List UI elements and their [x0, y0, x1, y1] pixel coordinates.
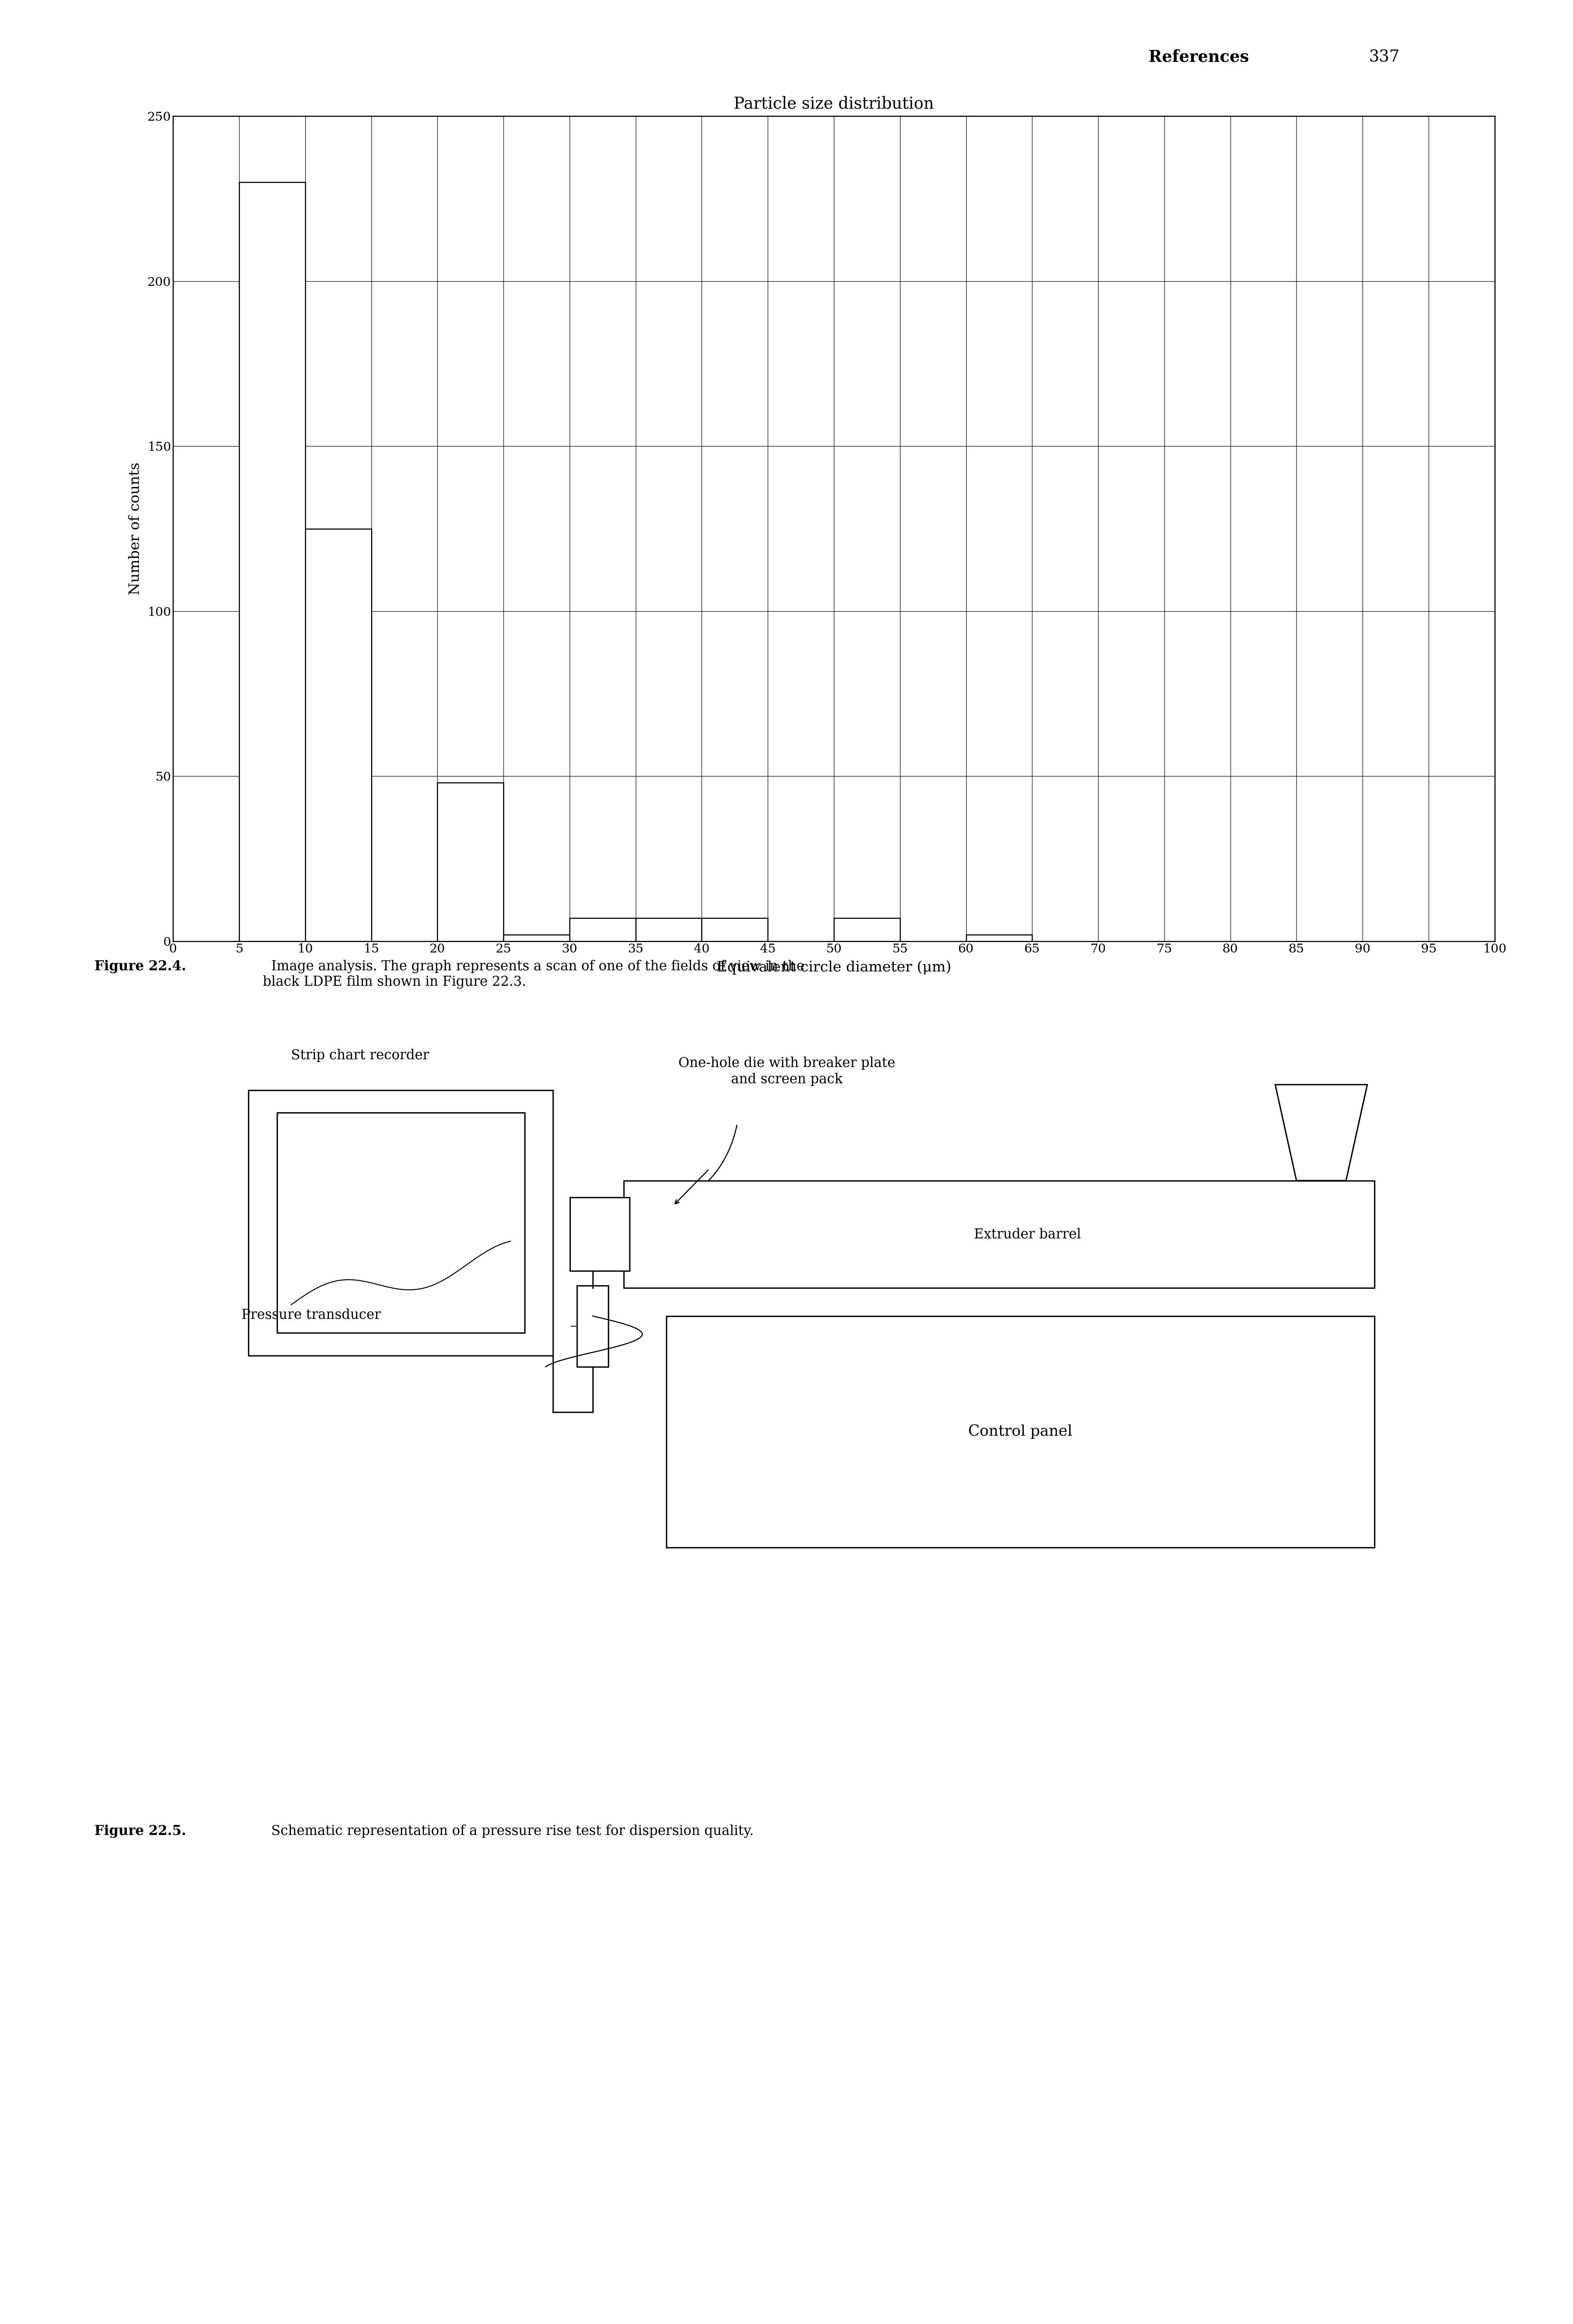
Bar — [702, 918, 768, 941]
Text: Figure 22.4.: Figure 22.4. — [94, 960, 186, 974]
Text: References: References — [1148, 49, 1249, 65]
Bar — [623, 1181, 1375, 1287]
Bar — [569, 918, 635, 941]
Text: One-hole die with breaker plate
and screen pack: One-hole die with breaker plate and scre… — [678, 1057, 895, 1085]
Bar — [305, 530, 371, 941]
Text: Schematic representation of a pressure rise test for dispersion quality.: Schematic representation of a pressure r… — [263, 1824, 753, 1838]
Title: Particle size distribution: Particle size distribution — [733, 95, 934, 112]
Bar — [667, 1315, 1375, 1548]
Bar — [249, 1090, 554, 1355]
Bar — [834, 918, 900, 941]
Bar — [503, 934, 569, 941]
Text: Control panel: Control panel — [967, 1425, 1073, 1439]
Bar — [239, 181, 305, 941]
Text: Image analysis. The graph represents a scan of one of the fields of view in the
: Image analysis. The graph represents a s… — [263, 960, 804, 988]
Text: Extruder barrel: Extruder barrel — [974, 1227, 1081, 1241]
Polygon shape — [1276, 1085, 1367, 1181]
Text: Strip chart recorder: Strip chart recorder — [291, 1048, 429, 1062]
X-axis label: Equivalent circle diameter (μm): Equivalent circle diameter (μm) — [716, 960, 952, 974]
Bar — [577, 1285, 609, 1367]
Bar — [277, 1113, 525, 1334]
Bar — [635, 918, 702, 941]
Bar — [437, 783, 503, 941]
Text: Pressure transducer: Pressure transducer — [242, 1308, 381, 1322]
Text: Figure 22.5.: Figure 22.5. — [94, 1824, 186, 1838]
Y-axis label: Number of counts: Number of counts — [127, 462, 142, 595]
Text: 337: 337 — [1369, 49, 1400, 65]
Bar — [966, 934, 1032, 941]
Bar — [569, 1197, 629, 1271]
FancyArrowPatch shape — [675, 1125, 736, 1204]
